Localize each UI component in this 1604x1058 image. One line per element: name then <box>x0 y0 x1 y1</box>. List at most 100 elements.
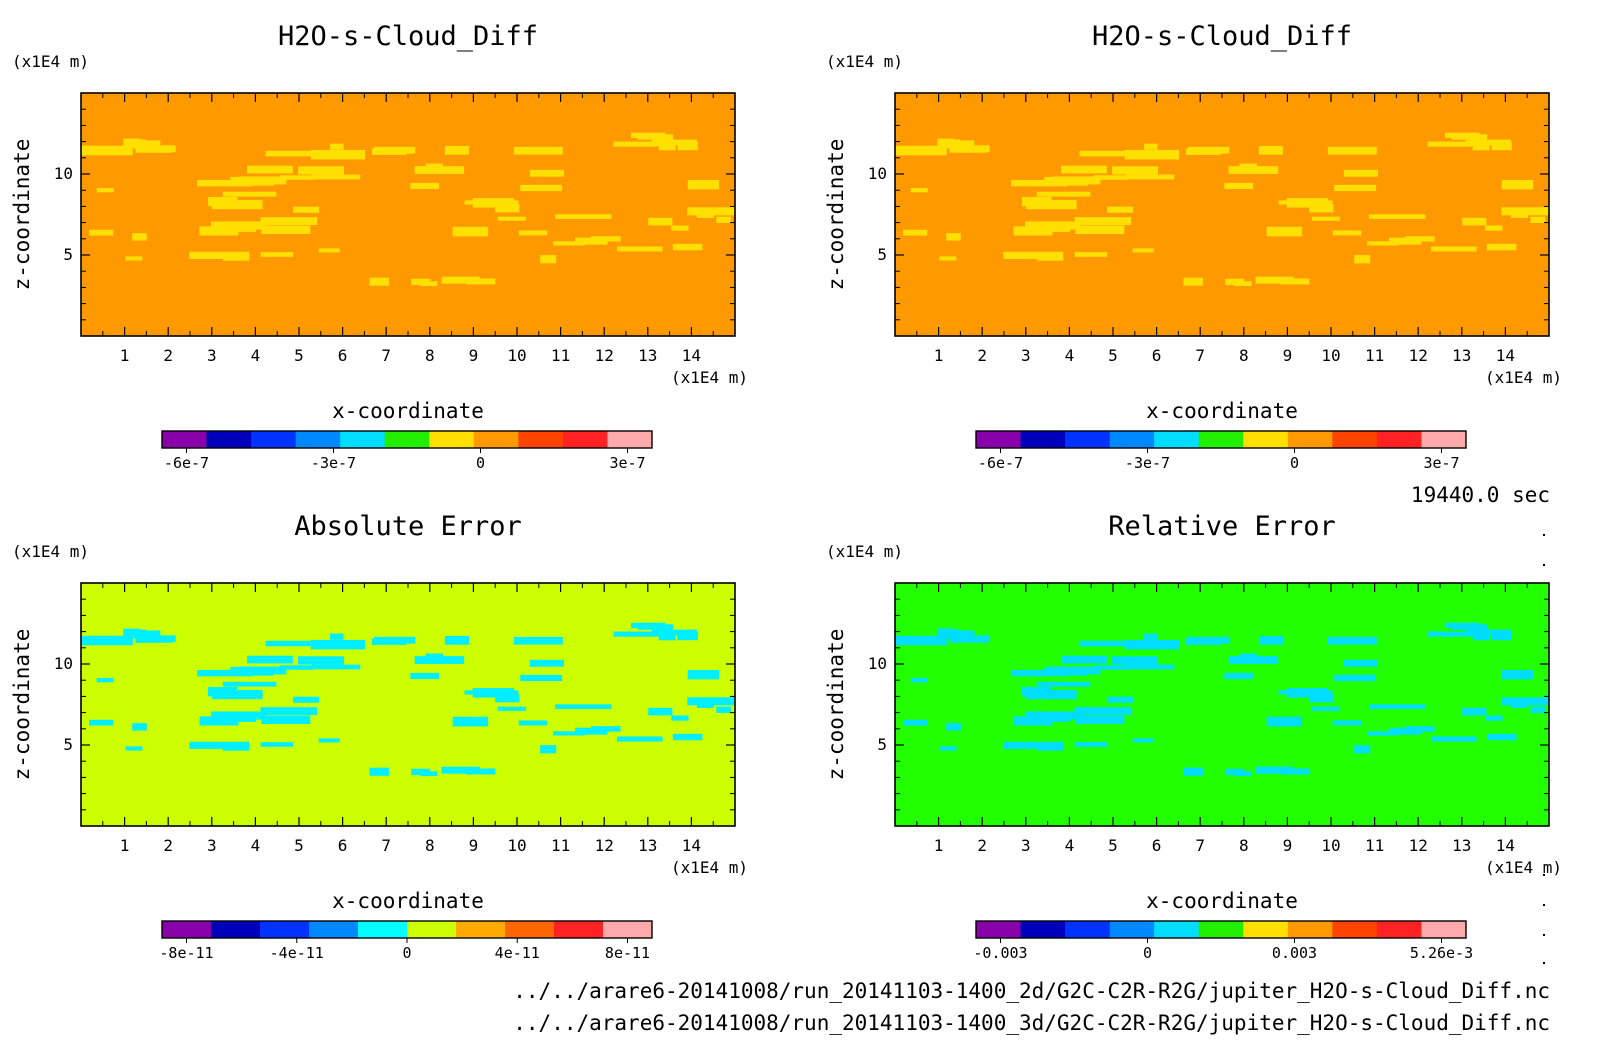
cloud-stripe <box>1427 631 1487 637</box>
cloud-stripe <box>590 236 621 242</box>
cloud-stripe <box>1485 715 1503 721</box>
cloud-stripe <box>1472 140 1490 151</box>
x-tick-label: 11 <box>1365 836 1384 855</box>
margin-dot <box>1543 564 1545 566</box>
cloud-stripe <box>293 206 320 213</box>
cloud-stripe <box>1107 696 1134 703</box>
cloud-stripe <box>687 669 720 680</box>
cloud-stripe <box>540 745 557 754</box>
cloud-stripe <box>1183 277 1203 286</box>
cloud-stripe <box>1125 664 1175 670</box>
cloud-stripe <box>197 669 253 677</box>
cloud-stripe <box>1079 150 1136 157</box>
y-unit-label: (x1E4 m) <box>12 542 89 561</box>
colorbar-swatch <box>251 431 297 448</box>
cloud-stripe <box>1013 716 1053 726</box>
cloud-stripe <box>260 252 294 257</box>
cloud-stripe <box>1107 206 1134 213</box>
x-tick-label: 6 <box>1152 836 1162 855</box>
x-tick-label: 14 <box>1496 346 1515 365</box>
cloud-stripe <box>318 248 340 253</box>
cloud-stripe <box>123 628 141 638</box>
cloud-stripe <box>1224 182 1253 189</box>
x-tick-label: 7 <box>381 836 391 855</box>
cloud-stripe <box>518 230 548 236</box>
cloud-stripe <box>529 659 564 667</box>
x-unit-label: (x1E4 m) <box>1485 368 1562 387</box>
cloud-stripe <box>444 635 469 645</box>
cloud-stripe <box>637 134 674 140</box>
x-tick-label: 14 <box>1496 836 1515 855</box>
cloud-stripe <box>1486 243 1517 251</box>
cloud-stripe <box>672 243 703 251</box>
x-tick-label: 12 <box>595 346 614 365</box>
x-tick-label: 13 <box>638 836 657 855</box>
cloud-stripe <box>671 715 689 721</box>
cloud-stripe <box>265 150 322 157</box>
margin-dot <box>1543 962 1545 964</box>
x-unit-label: (x1E4 m) <box>1485 858 1562 877</box>
x-tick-label: 12 <box>1409 836 1428 855</box>
cloud-stripe <box>513 146 563 155</box>
cloud-stripe <box>1125 174 1175 180</box>
cloud-stripe <box>425 653 443 664</box>
cloud-stripe <box>211 199 263 210</box>
time-label: 19440.0 sec <box>1411 483 1550 507</box>
cloud-stripe <box>133 140 161 149</box>
x-tick-label: 8 <box>1239 836 1249 855</box>
cloud-stripe <box>1075 225 1125 235</box>
cloud-stripe <box>132 723 147 731</box>
panel-4: Relative Error(x1E4 m)(x1E4 m)1 2 3 4 5 6 7 8 9 1… <box>824 511 1562 962</box>
cloud-stripe <box>520 184 563 192</box>
cloud-stripe <box>472 688 515 698</box>
colorbar-swatch <box>1020 921 1066 938</box>
cloud-stripe <box>696 212 715 218</box>
cloud-stripe <box>903 229 928 236</box>
cloud-stripe <box>696 702 715 708</box>
cloud-stripe <box>1530 706 1546 713</box>
cloud-stripe <box>189 251 250 259</box>
cloud-stripe <box>1404 726 1435 732</box>
x-tick-label: 11 <box>551 836 570 855</box>
cloud-stripe <box>420 281 438 287</box>
cloud-stripe <box>247 165 293 174</box>
cloud-stripe <box>265 640 322 647</box>
colorbar-tick-label: -0.003 <box>973 944 1027 962</box>
cloud-stripe <box>452 716 489 727</box>
cloud-stripe <box>81 145 133 156</box>
cloud-stripe <box>1075 715 1125 725</box>
colorbar-swatch <box>456 921 506 938</box>
cloud-stripe <box>1003 251 1064 259</box>
colorbar-swatch <box>309 921 359 938</box>
cloud-stripe <box>687 179 720 190</box>
cloud-stripe <box>937 138 955 148</box>
cloud-stripe <box>658 630 676 641</box>
y-axis-label: z-coordinate <box>10 629 34 781</box>
cloud-stripe <box>1124 639 1180 650</box>
cloud-stripe <box>617 736 663 742</box>
cloud-stripe <box>1427 141 1487 147</box>
margin-dot <box>1543 904 1545 906</box>
cloud-stripe <box>466 278 496 285</box>
colorbar-tick-label: 5.26e-3 <box>1410 944 1473 962</box>
cloud-stripe <box>1188 146 1230 154</box>
colorbar-tick-label: -3e-7 <box>1125 454 1170 472</box>
colorbar-tick-label: 3e-7 <box>609 454 645 472</box>
cloud-stripe <box>1332 720 1362 726</box>
colorbar-swatch <box>1154 921 1200 938</box>
cloud-stripe <box>1239 653 1257 664</box>
cloud-stripe <box>1144 143 1158 150</box>
cloud-stripe <box>687 697 735 706</box>
cloud-stripe <box>1255 276 1294 284</box>
x-tick-label: 2 <box>163 346 173 365</box>
cloud-stripe <box>318 738 340 743</box>
panel-title: H2O-s-Cloud_Diff <box>1092 21 1352 52</box>
y-tick-label: 10 <box>868 164 887 183</box>
cloud-stripe <box>135 635 176 643</box>
cloud-stripe <box>1332 230 1362 236</box>
cloud-stripe <box>520 674 563 682</box>
cloud-stripe <box>1061 655 1107 664</box>
cloud-stripe <box>1079 640 1136 647</box>
colorbar-swatch <box>384 431 430 448</box>
cloud-stripe <box>497 216 526 221</box>
